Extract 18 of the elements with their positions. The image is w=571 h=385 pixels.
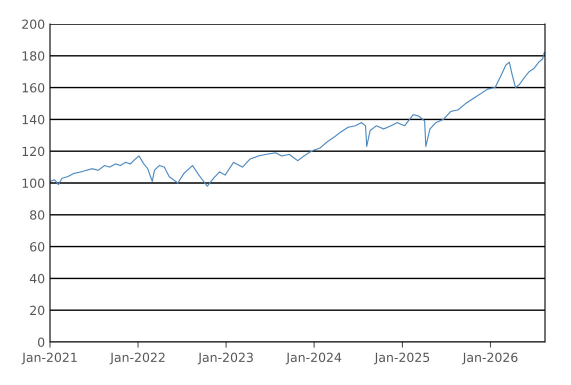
y-tick-label: 60 (30, 242, 44, 252)
y-tick-label: 200 (22, 19, 44, 29)
y-tick-label: 20 (30, 306, 44, 316)
x-tick-label: Jan-2024 (286, 352, 342, 364)
x-tick-label: Jan-2025 (374, 352, 430, 364)
y-tick-label: 120 (22, 146, 44, 156)
y-tick-label: 100 (22, 178, 44, 188)
y-tick-label: 40 (30, 274, 44, 284)
y-tick-label: 160 (22, 83, 44, 93)
y-tick-label: 140 (22, 114, 44, 124)
x-tick-label: Jan-2022 (110, 352, 165, 364)
y-tick-label: 0 (38, 337, 44, 347)
x-tick-label: Jan-2021 (22, 352, 77, 364)
x-tick-label: Jan-2026 (462, 352, 518, 364)
line-series (50, 52, 545, 187)
y-tick-label: 180 (22, 51, 44, 61)
y-tick-label: 80 (30, 210, 44, 220)
x-tick-label: Jan-2023 (198, 352, 253, 364)
